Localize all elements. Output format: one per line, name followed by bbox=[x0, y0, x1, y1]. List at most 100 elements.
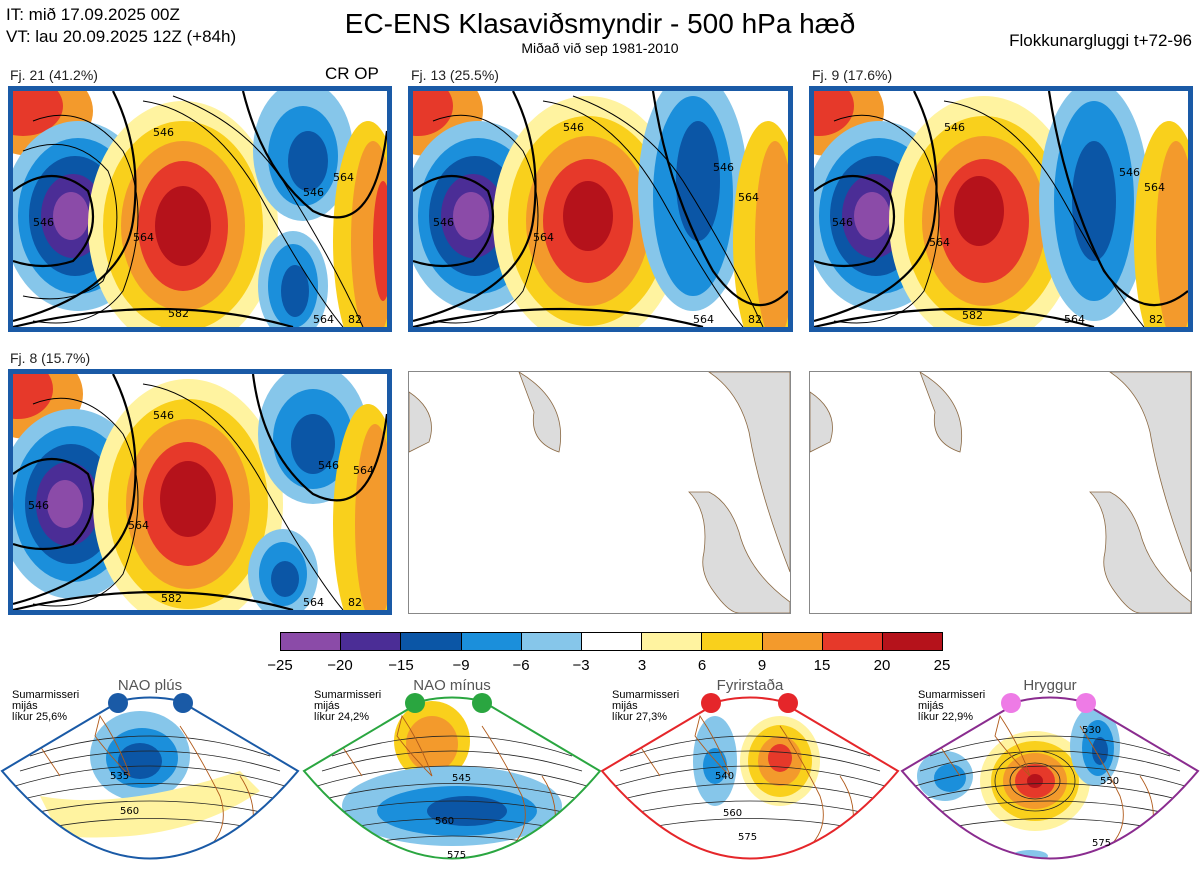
contour-label: 546 bbox=[153, 409, 174, 422]
regime-likelihood: líkur 25,6% bbox=[12, 711, 68, 723]
contour-label: 575 bbox=[447, 850, 466, 861]
regime-dot bbox=[405, 693, 425, 713]
contour-label: 560 bbox=[723, 808, 742, 819]
contour-label: 82 bbox=[1149, 313, 1163, 326]
regime-likelihood: líkur 24,2% bbox=[314, 711, 370, 723]
contour-label: 564 bbox=[929, 236, 950, 249]
land-outline bbox=[810, 372, 1191, 613]
contour-label: 550 bbox=[1100, 776, 1119, 787]
cluster-map-2[interactable]: 546 546 564 564 546 564 82 bbox=[408, 86, 793, 332]
contour-label: 546 bbox=[713, 161, 734, 174]
colorbar-tick: −9 bbox=[452, 657, 470, 674]
contour-label: 546 bbox=[563, 121, 584, 134]
regime-map: 545 560 575 bbox=[302, 693, 602, 861]
regime-dot bbox=[173, 693, 193, 713]
contour-label: 546 bbox=[433, 216, 454, 229]
anomaly-map: 546 546 564 564 546 582 564 82 bbox=[13, 374, 387, 610]
regime-subset: mijás bbox=[314, 700, 340, 712]
land-outline bbox=[409, 372, 790, 613]
header-times: IT: mið 17.09.2025 00Z VT: lau 20.09.202… bbox=[6, 4, 236, 48]
contour-label: 582 bbox=[962, 309, 983, 322]
regime-info: Sumarmisseri mijás líkur 27,3% bbox=[612, 690, 679, 723]
colorbar-segment bbox=[401, 633, 462, 650]
colorbar-segment bbox=[702, 633, 763, 650]
anomaly-map: 546 546 564 564 546 582 564 82 bbox=[814, 91, 1188, 327]
contour-label: 535 bbox=[110, 771, 129, 782]
colorbar-segment bbox=[341, 633, 402, 650]
panel-label-1: Fj. 21 (41.2%) bbox=[10, 67, 98, 83]
contour-label: 545 bbox=[452, 773, 471, 784]
colorbar-segment bbox=[521, 633, 582, 650]
colorbar-segment bbox=[461, 633, 522, 650]
valid-time: VT: lau 20.09.2025 12Z (+84h) bbox=[6, 27, 237, 46]
colorbar-tick: 9 bbox=[757, 657, 767, 674]
regime-subset: mijás bbox=[612, 700, 638, 712]
contour-label: 575 bbox=[1092, 838, 1111, 849]
panel-label-3: Fj. 9 (17.6%) bbox=[812, 67, 893, 83]
regime-title: NAO mínus bbox=[413, 677, 491, 694]
contour-label: 564 bbox=[738, 191, 759, 204]
regime-map: 540 560 575 bbox=[600, 693, 900, 860]
regime-title: Fyrirstaða bbox=[716, 677, 784, 694]
cluster-map-1[interactable]: 546 546 564 546 564 582 564 82 bbox=[8, 86, 392, 332]
colorbar-tick: 25 bbox=[933, 657, 951, 674]
colorbar-segment bbox=[822, 633, 883, 650]
anomaly-map: 546 546 564 564 546 564 82 bbox=[413, 91, 788, 327]
contour-label: 540 bbox=[715, 771, 734, 782]
regime-title: NAO plús bbox=[117, 677, 183, 694]
contour-label: 82 bbox=[348, 313, 362, 326]
initial-time: IT: mið 17.09.2025 00Z bbox=[6, 5, 180, 24]
regime-blocking[interactable]: Fyrirstaða Sumarmisseri mijás líkur 27,3… bbox=[600, 676, 900, 871]
contour-label: 564 bbox=[303, 596, 324, 609]
regime-likelihood: líkur 22,9% bbox=[918, 711, 974, 723]
contour-label: 582 bbox=[168, 307, 189, 320]
colorbar-tick: −20 bbox=[327, 657, 353, 674]
regime-ridge[interactable]: Hryggur Sumarmisseri mijás líkur 22,9% bbox=[900, 676, 1200, 871]
contour-label: 546 bbox=[1119, 166, 1140, 179]
panel-tag-crop: CR OP bbox=[325, 64, 379, 83]
regime-dot bbox=[778, 693, 798, 713]
colorbar-segment bbox=[642, 633, 703, 650]
contour-label: 575 bbox=[738, 832, 757, 843]
page-title: EC-ENS Klasaviðsmyndir - 500 hPa hæð bbox=[344, 8, 856, 39]
colorbar-segment bbox=[762, 633, 823, 650]
regime-dot bbox=[108, 693, 128, 713]
colorbar-tick: −6 bbox=[512, 657, 530, 674]
colorbar-segment bbox=[581, 633, 643, 650]
colorbar-segment bbox=[882, 633, 943, 650]
cluster-map-3[interactable]: 546 546 564 564 546 582 564 82 bbox=[809, 86, 1193, 332]
regime-season: Sumarmisseri bbox=[918, 689, 986, 701]
regime-info: Sumarmisseri mijás líkur 22,9% bbox=[918, 690, 985, 723]
regime-info: Sumarmisseri mijás líkur 24,2% bbox=[314, 690, 381, 723]
regime-nao-minus[interactable]: NAO mínus Sumarmisseri mijás líkur 24,2%… bbox=[302, 676, 602, 871]
regime-map: 535 560 bbox=[0, 693, 300, 860]
regime-subset: mijás bbox=[12, 700, 38, 712]
colorbar-tick: −25 bbox=[267, 657, 293, 674]
regime-dot bbox=[472, 693, 492, 713]
contour-label: 546 bbox=[28, 499, 49, 512]
contour-label: 564 bbox=[333, 171, 354, 184]
contour-label: 530 bbox=[1082, 725, 1101, 736]
contour-label: 546 bbox=[832, 216, 853, 229]
empty-map-6 bbox=[809, 371, 1192, 614]
anomaly-map: 546 546 564 546 564 582 564 82 bbox=[13, 91, 387, 327]
contour-label: 564 bbox=[313, 313, 334, 326]
contour-label: 564 bbox=[133, 231, 154, 244]
regime-likelihood: líkur 27,3% bbox=[612, 711, 668, 723]
colorbar-tick: 3 bbox=[637, 657, 647, 674]
regime-season: Sumarmisseri bbox=[314, 689, 382, 701]
regime-map: 530 550 575 bbox=[900, 693, 1200, 860]
regime-nao-plus[interactable]: NAO plús Sumarmisseri mijás líkur 25,6% … bbox=[0, 676, 300, 871]
panel-label-2: Fj. 13 (25.5%) bbox=[411, 67, 499, 83]
contour-label: 546 bbox=[318, 459, 339, 472]
contour-label: 546 bbox=[153, 126, 174, 139]
contour-label: 564 bbox=[128, 519, 149, 532]
regime-dot bbox=[1076, 693, 1096, 713]
regime-subset: mijás bbox=[918, 700, 944, 712]
contour-label: 564 bbox=[1064, 313, 1085, 326]
regime-title: Hryggur bbox=[1023, 677, 1077, 694]
cluster-map-4[interactable]: 546 546 564 564 546 582 564 82 bbox=[8, 369, 392, 615]
contour-label: 546 bbox=[303, 186, 324, 199]
regime-info: Sumarmisseri mijás líkur 25,6% bbox=[12, 690, 79, 723]
contour-label: 564 bbox=[533, 231, 554, 244]
